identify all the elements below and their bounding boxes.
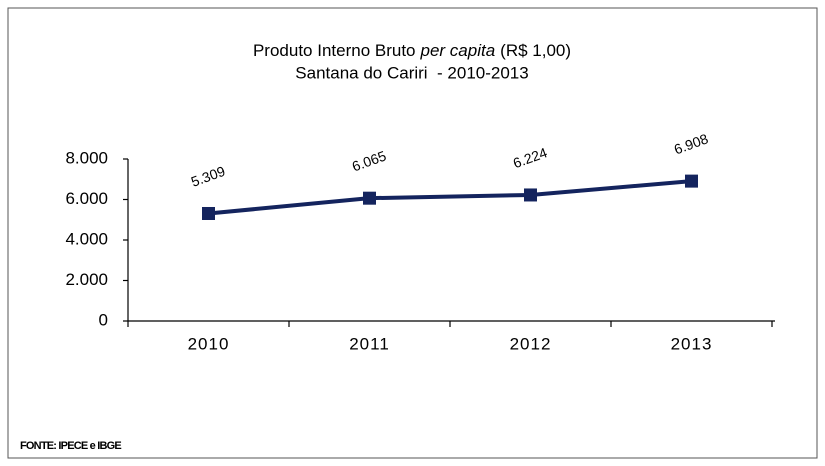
y-tick-label: 2.000 bbox=[65, 270, 108, 289]
chart-subtitle: Santana do Cariri - 2010-2013 bbox=[295, 63, 528, 82]
x-tick-label: 2012 bbox=[510, 334, 552, 353]
data-line bbox=[208, 179, 692, 216]
y-tick-label: 6.000 bbox=[65, 189, 108, 208]
chart-title: Produto Interno Bruto per capita (R$ 1,00) bbox=[253, 41, 571, 60]
y-tick-label: 8.000 bbox=[65, 148, 108, 167]
title-part: (R$ 1,00) bbox=[500, 41, 571, 60]
data-point bbox=[202, 206, 215, 220]
source-note: FONTE: IPECE e IBGE bbox=[20, 440, 121, 452]
x-tick-label: 2011 bbox=[349, 334, 390, 353]
title-part: per capita bbox=[420, 41, 496, 60]
data-point bbox=[524, 188, 537, 202]
data-point bbox=[363, 191, 376, 205]
chart-frame bbox=[7, 7, 818, 459]
x-tick-label: 2010 bbox=[188, 334, 230, 353]
x-tick-label: 2013 bbox=[671, 334, 713, 353]
data-point bbox=[685, 174, 698, 188]
y-tick-label: 4.000 bbox=[65, 229, 108, 248]
y-tick-label: 0 bbox=[99, 310, 108, 329]
title-part: Produto Interno Bruto bbox=[253, 41, 416, 60]
